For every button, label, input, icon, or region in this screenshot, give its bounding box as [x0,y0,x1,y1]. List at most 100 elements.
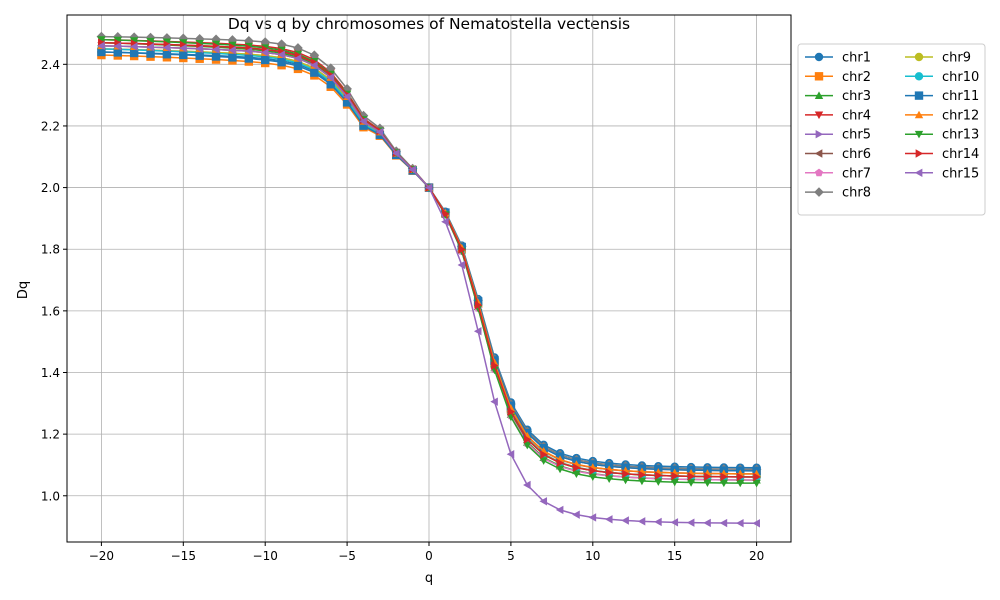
data-point [310,68,319,77]
x-axis-label: q [425,571,433,586]
data-point [146,42,154,52]
data-point [670,478,679,487]
legend-marker [915,149,924,158]
y-tick-label: 2.0 [41,181,60,195]
legend-label: chr13 [942,128,979,143]
data-point [719,479,729,488]
data-point [277,57,286,67]
data-point [97,41,105,51]
data-point [473,327,482,336]
data-point [243,35,254,46]
legend-marker [914,72,924,81]
x-tick-label: −15 [171,549,196,563]
x-tick-label: 0 [425,549,433,563]
data-point [442,209,450,219]
legend-label: chr9 [942,51,971,66]
data-point [113,41,122,51]
data-point [604,515,613,524]
data-point [244,54,254,63]
series-layer [96,31,762,528]
series-chr15 [97,41,760,528]
data-point [97,36,106,44]
grid-layer [67,15,791,542]
y-tick-label: 1.2 [41,428,60,442]
legend-item-chr9: chr9 [905,51,971,66]
data-point [556,458,565,468]
legend-marker [914,130,924,139]
legend-label: chr15 [942,166,979,181]
data-point [276,39,287,49]
y-tick-label: 1.4 [41,366,60,380]
data-point [523,435,532,444]
data-point [622,469,630,479]
data-point [424,183,433,192]
data-point [670,518,679,527]
legend-marker [814,52,824,62]
data-point [293,54,302,63]
data-point [113,48,122,57]
data-point [491,361,499,370]
data-point [704,472,712,481]
legend: chr1 chr2 chr3 chr4 chr5 chr6 chr7 chr8 chr9 chr1… [797,43,986,216]
legend-marker [914,91,924,100]
x-tick-label: −10 [253,549,278,563]
data-point [408,165,416,174]
data-point [342,92,351,101]
y-tick-label: 2.2 [41,119,60,133]
data-point [604,475,614,483]
data-point [654,478,663,486]
data-point [457,260,466,270]
y-tick-label: 1.8 [41,243,60,257]
data-point [720,472,729,481]
legend-item-chr15: chr15 [905,166,979,181]
data-point [129,42,138,51]
data-point [540,450,548,459]
data-point [752,519,760,528]
tick-layer: −20 −15 −10 −5 0 5 10 15 20 1.0 1.2 1.4 1.6 1.8 2.0 2.2… [41,58,764,563]
legend-marker [814,187,824,197]
data-point [162,33,172,43]
data-point [637,517,646,526]
legend-item-chr2: chr2 [805,70,871,85]
data-point [260,55,270,65]
data-point [325,63,336,74]
data-point [703,518,711,528]
legend-item-chr5: chr5 [805,128,871,143]
legend-item-chr4: chr4 [805,108,871,123]
data-point [654,517,662,527]
data-point [752,479,761,488]
data-point [178,33,189,44]
data-point [539,457,548,465]
data-point [686,479,696,487]
legend-label: chr11 [942,89,979,104]
data-point [162,43,171,52]
legend-label: chr7 [842,166,871,181]
data-point [638,470,647,480]
data-point [523,480,531,490]
data-point [753,472,761,482]
legend-marker [815,130,824,139]
data-point [277,50,285,59]
x-tick-label: −20 [89,549,114,563]
data-point [637,477,647,486]
legend-label: chr3 [842,89,871,104]
legend-label: chr1 [842,51,871,66]
data-point [375,127,384,137]
y-tick-label: 2.4 [41,58,60,72]
data-point [129,37,139,45]
y-tick-label: 1.0 [41,489,60,503]
data-point [588,513,597,522]
data-point [736,472,745,482]
data-point [293,61,303,71]
data-point [195,44,204,53]
legend-label: chr6 [842,147,871,162]
legend-item-chr6: chr6 [805,147,871,162]
data-point [572,470,581,479]
legend-marker [815,168,823,177]
x-tick-label: 5 [507,549,515,563]
legend-marker [914,52,924,62]
legend-marker [814,149,823,158]
data-point [179,50,188,60]
y-tick-label: 1.6 [41,304,60,318]
